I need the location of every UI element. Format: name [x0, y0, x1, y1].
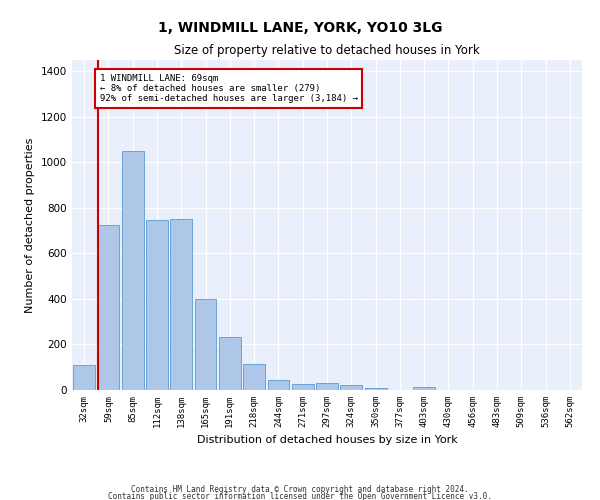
- Bar: [219, 336, 241, 390]
- Bar: [97, 225, 119, 390]
- Text: Contains HM Land Registry data © Crown copyright and database right 2024.: Contains HM Land Registry data © Crown c…: [131, 486, 469, 494]
- Text: 1 WINDMILL LANE: 69sqm
← 8% of detached houses are smaller (279)
92% of semi-det: 1 WINDMILL LANE: 69sqm ← 8% of detached …: [100, 74, 358, 104]
- Bar: [316, 383, 338, 390]
- Bar: [194, 299, 217, 390]
- Bar: [243, 364, 265, 390]
- Bar: [146, 220, 168, 390]
- Bar: [268, 380, 289, 390]
- Bar: [340, 385, 362, 390]
- Bar: [292, 384, 314, 390]
- X-axis label: Distribution of detached houses by size in York: Distribution of detached houses by size …: [197, 436, 457, 446]
- Bar: [122, 151, 143, 390]
- Y-axis label: Number of detached properties: Number of detached properties: [25, 138, 35, 312]
- Title: Size of property relative to detached houses in York: Size of property relative to detached ho…: [174, 44, 480, 58]
- Bar: [170, 220, 192, 390]
- Text: Contains public sector information licensed under the Open Government Licence v3: Contains public sector information licen…: [108, 492, 492, 500]
- Text: 1, WINDMILL LANE, YORK, YO10 3LG: 1, WINDMILL LANE, YORK, YO10 3LG: [158, 20, 442, 34]
- Bar: [73, 365, 95, 390]
- Bar: [365, 388, 386, 390]
- Bar: [413, 386, 435, 390]
